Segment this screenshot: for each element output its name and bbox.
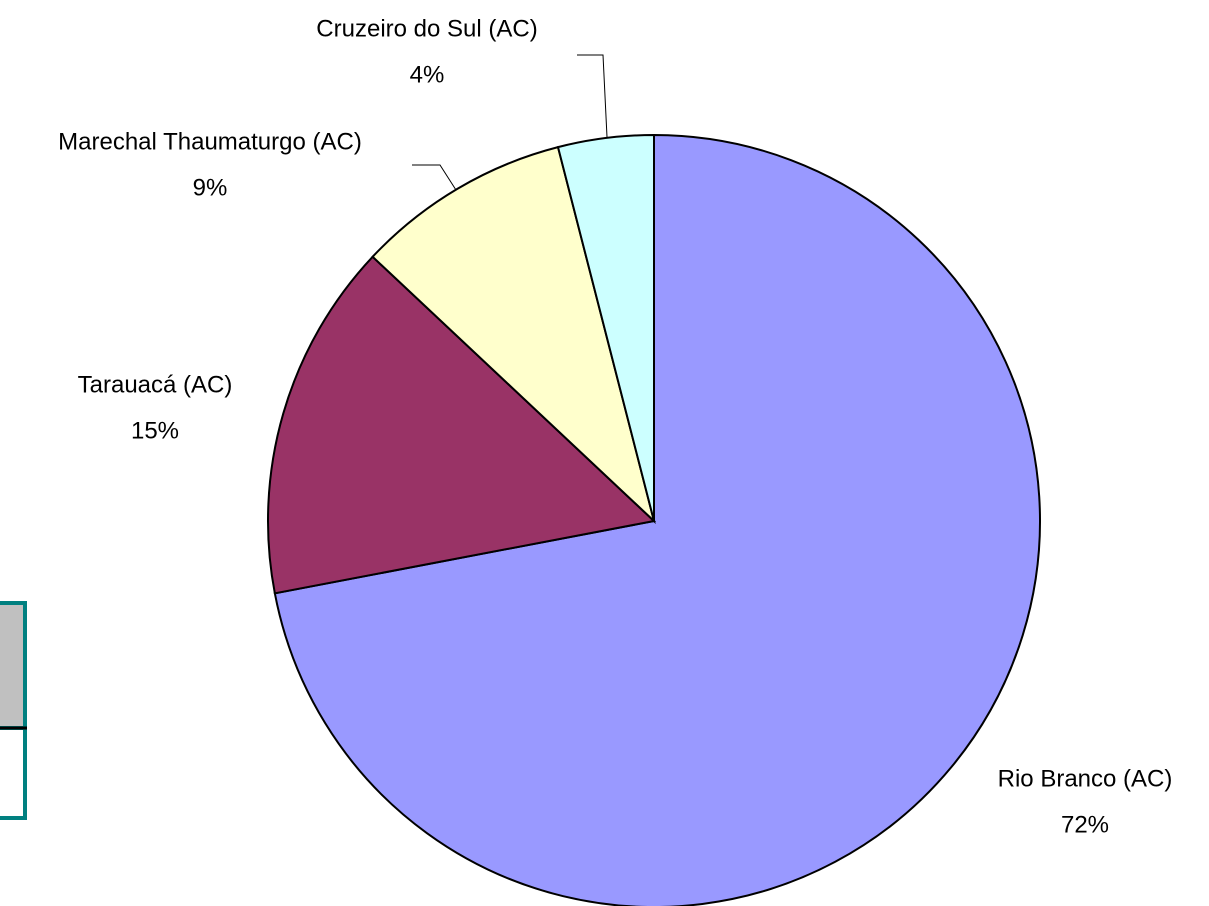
- slice-label: Rio Branco (AC): [998, 765, 1173, 792]
- slice-label: Tarauacá (AC): [78, 371, 233, 398]
- pie-slice: [267, 255, 657, 595]
- slice-label: Cruzeiro do Sul (AC): [316, 15, 537, 42]
- table-fragment: [0, 726, 27, 820]
- slice-value-label: 4%: [410, 61, 445, 88]
- leader-line: [412, 164, 457, 191]
- pie-slice: [273, 133, 1041, 906]
- slice-value-label: 9%: [193, 174, 228, 201]
- pie-slice: [556, 133, 655, 522]
- pie-slice: [371, 145, 656, 525]
- leader-line: [577, 54, 608, 138]
- slice-label: Marechal Thaumaturgo (AC): [58, 128, 362, 155]
- table-fragment: [0, 601, 27, 730]
- pie: [267, 133, 1041, 906]
- slice-value-label: 72%: [1061, 811, 1109, 838]
- slice-value-label: 15%: [131, 417, 179, 444]
